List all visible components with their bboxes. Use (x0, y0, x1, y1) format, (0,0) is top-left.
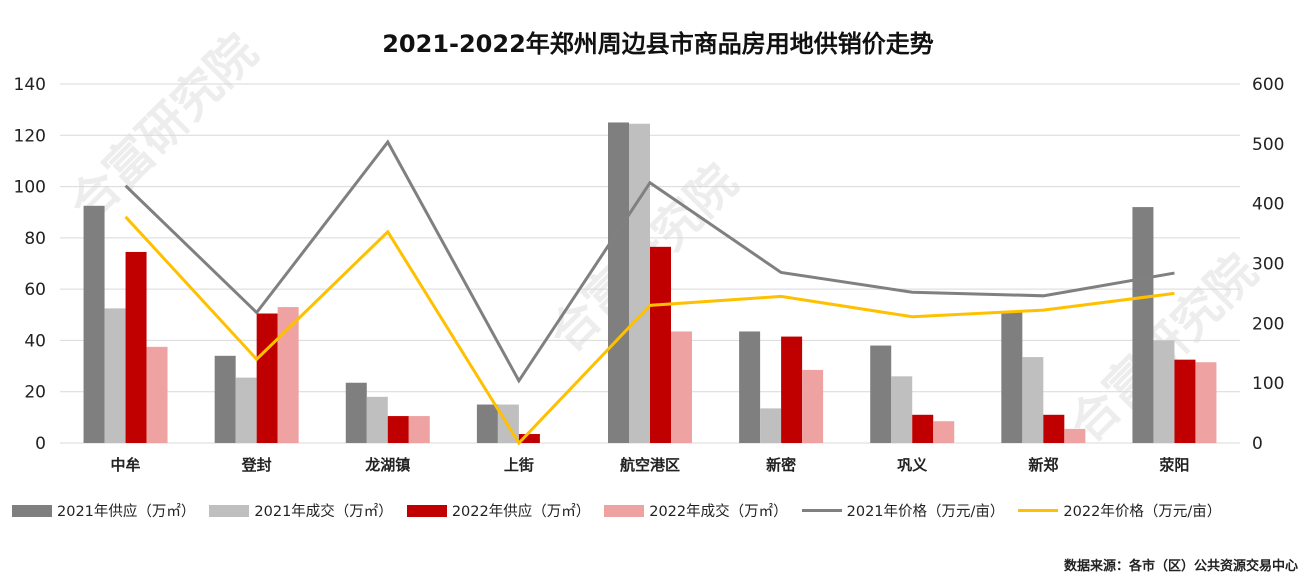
legend-swatch (1018, 509, 1059, 512)
bar (277, 307, 299, 443)
legend-label: 2021年价格（万元/亩） (846, 504, 1005, 520)
bar (933, 421, 955, 443)
y-left-tick-label: 40 (24, 331, 46, 351)
y-left-tick-label: 120 (14, 126, 46, 146)
bar (671, 331, 692, 443)
x-tick-label: 新郑 (1028, 456, 1058, 474)
legend-label: 2022年价格（万元/亩） (1063, 504, 1222, 520)
bar (1132, 207, 1154, 443)
y-left-tick-label: 20 (24, 383, 46, 403)
legend-label: 2022年供应（万㎡） (451, 504, 591, 520)
bar (870, 345, 892, 443)
bar (1064, 428, 1086, 443)
bar (104, 308, 126, 443)
bar (760, 408, 782, 443)
bar (650, 246, 671, 443)
chart-legend: 2021年供应（万㎡） 2021年成交（万㎡） 2022年供应（万㎡） 2022年成交… (12, 500, 1235, 521)
legend-item: 2022年价格（万元/亩） (1018, 500, 1221, 521)
bar (476, 404, 498, 443)
x-tick-label: 新密 (766, 456, 796, 474)
bar (1001, 312, 1023, 443)
y-right-tick-label: 600 (1252, 75, 1284, 95)
y-right-tick-label: 200 (1252, 314, 1284, 334)
bar (1153, 340, 1175, 443)
chart-canvas: 0 20 40 60 80 100 120 140 0 100 200 300 400 500 600 中牟 登… (14, 75, 1285, 474)
y-right-tick-label: 0 (1252, 434, 1263, 454)
bar (912, 414, 934, 443)
bar (1043, 414, 1065, 443)
series-line (124, 139, 1175, 384)
bar (345, 382, 367, 443)
legend-item: 2021年价格（万元/亩） (801, 500, 1005, 521)
data-source-note: 数据来源：各市（区）公共资源交易中心 (1063, 559, 1298, 574)
x-tick-label: 中牟 (111, 456, 141, 474)
series-line (124, 215, 1175, 446)
x-tick-label: 登封 (241, 456, 272, 474)
bar (781, 336, 803, 443)
x-tick-label: 荥阳 (1159, 456, 1189, 474)
bar (802, 369, 824, 443)
legend-swatch (604, 504, 645, 517)
legend-item: 2022年成交（万㎡） (604, 500, 788, 521)
y-left-tick-label: 100 (14, 178, 46, 198)
y-left-tick-label: 80 (24, 229, 46, 249)
bar (146, 346, 168, 443)
bar (518, 434, 540, 443)
y-right-tick-label: 300 (1252, 255, 1284, 275)
legend-label: 2021年成交（万㎡） (254, 504, 393, 520)
legend-swatch (801, 509, 842, 512)
y-right-tick-label: 100 (1252, 374, 1284, 394)
legend-item: 2021年供应（万㎡） (12, 500, 195, 521)
bar (608, 122, 629, 443)
y-left-tick-label: 0 (35, 434, 46, 454)
bar (125, 251, 147, 443)
bar (1022, 357, 1044, 443)
y-left-tick-label: 140 (14, 75, 46, 95)
legend-item: 2022年供应（万㎡） (406, 500, 591, 521)
bar (739, 331, 761, 443)
bar (1174, 359, 1196, 443)
bar (256, 313, 278, 443)
bar (629, 123, 650, 443)
y-left-tick-label: 60 (24, 280, 46, 300)
x-tick-label: 巩义 (897, 456, 927, 474)
x-tick-label: 龙湖镇 (364, 456, 410, 474)
legend-swatch (12, 504, 52, 517)
bar (83, 205, 105, 443)
bar (214, 355, 236, 443)
bar (235, 377, 257, 443)
bar (366, 396, 388, 443)
chart-title: 2021-2022年郑州周边县市商品房用地供销价走势 (382, 30, 934, 58)
legend-label: 2022年成交（万㎡） (649, 504, 788, 520)
y-right-tick-label: 400 (1252, 195, 1284, 215)
bar (891, 376, 913, 443)
x-tick-label: 航空港区 (620, 456, 680, 474)
legend-swatch (406, 504, 447, 517)
y-right-tick-label: 500 (1252, 135, 1284, 155)
bar (387, 416, 409, 443)
legend-swatch (209, 504, 250, 517)
legend-label: 2021年供应（万㎡） (57, 504, 196, 520)
x-tick-label: 上街 (504, 456, 534, 474)
bar (1195, 362, 1217, 443)
legend-item: 2021年成交（万㎡） (209, 500, 393, 521)
bar (408, 416, 430, 443)
